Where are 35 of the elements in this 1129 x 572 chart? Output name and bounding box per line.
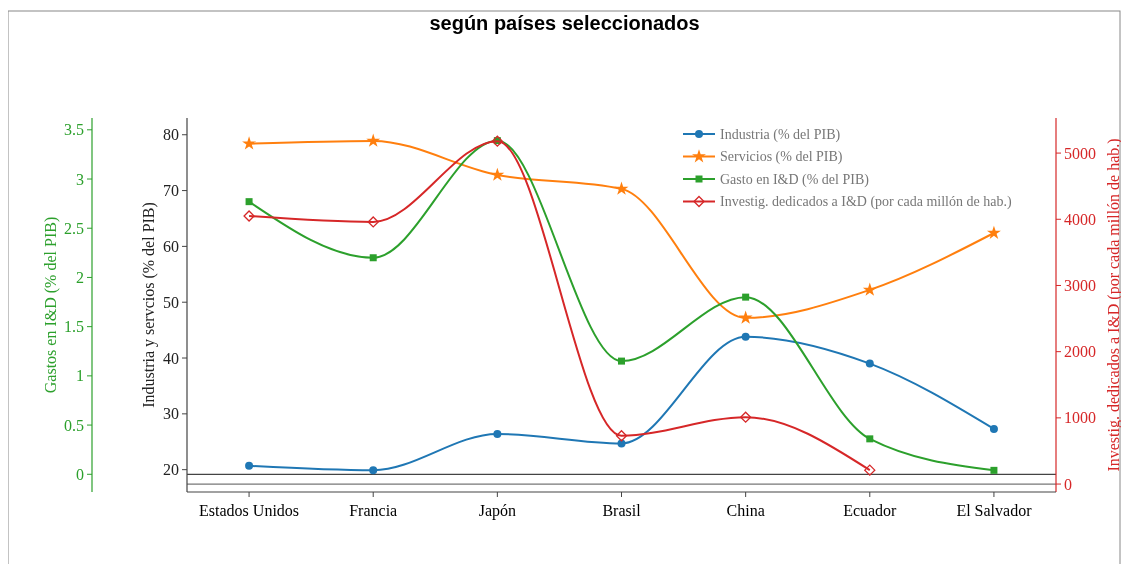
x-tick-label: Francia xyxy=(349,502,398,519)
x-tick-label: Estados Unidos xyxy=(199,502,300,519)
y-tick-label: 50 xyxy=(163,293,179,311)
legend-label: Industria (% del PIB) xyxy=(720,126,841,143)
y3-tick-label: 1 xyxy=(76,367,84,385)
legend-label: Servicios (% del PIB) xyxy=(720,149,843,166)
y2-tick-label: 0 xyxy=(1064,475,1072,493)
y3-tick-label: 1.5 xyxy=(64,318,84,336)
legend-label: Gasto en I&D (% del PIB) xyxy=(720,171,870,188)
y-tick-label: 70 xyxy=(163,182,179,200)
y-tick-label: 20 xyxy=(163,461,179,479)
y3-tick-label: 0.5 xyxy=(64,416,84,434)
x-tick-label: China xyxy=(726,502,765,519)
x-tick-label: Japón xyxy=(478,502,517,520)
y3-tick-label: 2.5 xyxy=(64,219,84,237)
y-tick-label: 80 xyxy=(163,126,179,144)
y3-tick-label: 3.5 xyxy=(64,121,84,139)
x-tick-label: Ecuador xyxy=(843,502,898,519)
y2-tick-label: 2000 xyxy=(1064,343,1096,361)
y2-tick-label: 5000 xyxy=(1064,144,1096,162)
y3-tick-label: 3 xyxy=(76,170,84,188)
y-tick-label: 40 xyxy=(163,349,179,367)
y3-tick-label: 0 xyxy=(76,465,84,483)
chart-title: según países seleccionados xyxy=(429,12,700,34)
y3-axis-title: Gastos en I&D (% del PIB) xyxy=(41,216,60,394)
y2-tick-label: 3000 xyxy=(1064,277,1096,295)
x-tick-label: Brasil xyxy=(602,502,642,519)
y-axis-title: Industria y servcios (% del PIB) xyxy=(139,202,158,408)
y-tick-label: 30 xyxy=(163,405,179,423)
legend-label: Investig. dedicados a I&D (por cada millón de hab.) xyxy=(720,194,1012,211)
y-tick-label: 60 xyxy=(163,237,179,255)
y3-tick-label: 2 xyxy=(76,269,84,287)
y2-tick-label: 1000 xyxy=(1064,409,1096,427)
y2-tick-label: 4000 xyxy=(1064,210,1096,228)
x-tick-label: El Salvador xyxy=(956,502,1033,519)
